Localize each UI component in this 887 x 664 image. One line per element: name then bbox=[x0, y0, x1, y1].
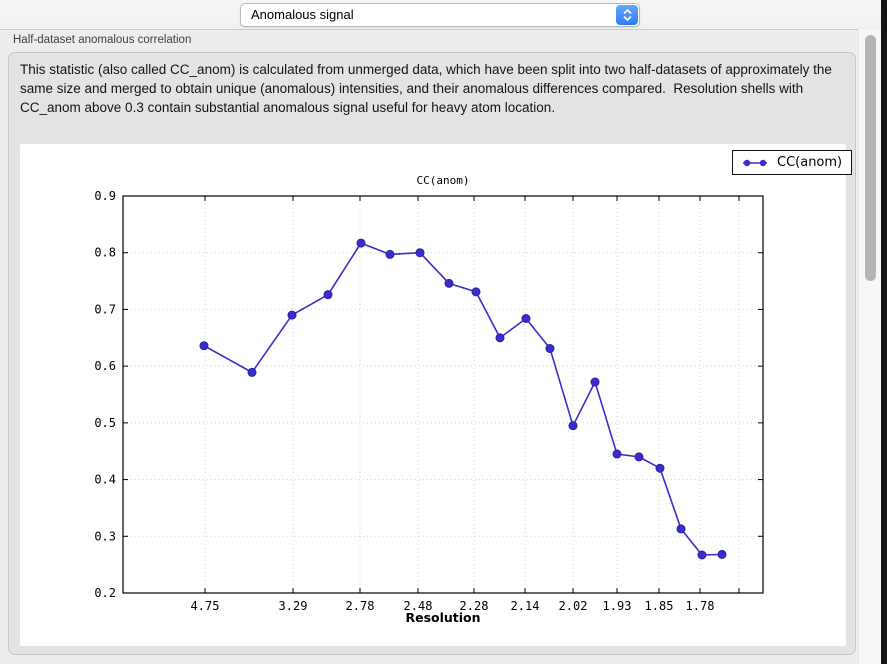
x-tick-label: 2.48 bbox=[404, 599, 433, 613]
data-point bbox=[590, 377, 600, 387]
y-tick-label: 0.3 bbox=[94, 529, 116, 543]
screen-edge-strip bbox=[881, 0, 887, 664]
data-point bbox=[676, 524, 686, 534]
data-point bbox=[634, 452, 644, 462]
y-tick-label: 0.4 bbox=[94, 473, 116, 487]
x-tick-label: 1.78 bbox=[686, 599, 715, 613]
y-tick-label: 0.2 bbox=[94, 586, 116, 600]
y-tick-label: 0.9 bbox=[94, 189, 116, 203]
plot-title: CC(anom) bbox=[416, 174, 470, 187]
cc-anom-plot: 0.9 0.8 0.7 0.6 0.5 0.4 0.3 0.2 4.75 3.29 2.78 2.48… bbox=[94, 189, 764, 613]
axes-frame bbox=[122, 195, 764, 594]
plot-select-value: Anomalous signal bbox=[251, 7, 354, 22]
y-tick-label: 0.7 bbox=[94, 302, 116, 316]
data-point bbox=[655, 463, 665, 473]
data-point bbox=[612, 449, 622, 459]
data-point bbox=[471, 287, 481, 297]
data-point bbox=[323, 290, 333, 300]
scrollbar-thumb[interactable] bbox=[865, 35, 876, 281]
x-tick-label: 2.78 bbox=[346, 599, 375, 613]
figure-canvas: CC(anom) CC(anom) 0.9 0.8 0.7 0.6 0.5 0.4 0.3 0… bbox=[20, 144, 853, 646]
description-text: This statistic (also called CC_anom) is … bbox=[20, 62, 836, 115]
x-tick-label: 2.02 bbox=[559, 599, 588, 613]
x-tick-label: 2.14 bbox=[511, 599, 540, 613]
x-axis-label: Resolution bbox=[405, 610, 481, 625]
x-tick-label: 3.29 bbox=[279, 599, 308, 613]
x-tick-label: 4.75 bbox=[191, 599, 220, 613]
y-tick-label: 0.8 bbox=[94, 246, 116, 260]
plot-select-dropdown[interactable]: Anomalous signal bbox=[240, 3, 640, 27]
legend-entry: CC(anom) bbox=[777, 155, 843, 170]
data-point bbox=[521, 314, 531, 324]
data-point bbox=[444, 278, 454, 288]
data-point bbox=[545, 344, 555, 354]
scrollbar-track[interactable] bbox=[858, 29, 881, 664]
data-point bbox=[385, 249, 395, 259]
y-tick-label: 0.6 bbox=[94, 359, 116, 373]
data-point bbox=[199, 341, 209, 351]
plot-panel: This statistic (also called CC_anom) is … bbox=[8, 52, 856, 655]
dropdown-stepper-icon bbox=[616, 5, 638, 25]
data-point bbox=[247, 367, 257, 377]
legend-box: CC(anom) bbox=[732, 150, 853, 175]
data-point bbox=[287, 310, 297, 320]
data-point bbox=[717, 549, 727, 559]
data-point bbox=[415, 248, 425, 258]
legend-marker-icon bbox=[743, 159, 767, 166]
section-title: Half-dataset anomalous correlation bbox=[13, 34, 192, 46]
series-line bbox=[203, 242, 723, 556]
data-point bbox=[697, 550, 707, 560]
x-tick-label: 1.93 bbox=[603, 599, 632, 613]
data-point bbox=[495, 333, 505, 343]
data-point bbox=[568, 421, 578, 431]
x-tick-label: 1.85 bbox=[645, 599, 674, 613]
toolbar: Anomalous signal bbox=[0, 0, 881, 30]
y-tick-label: 0.5 bbox=[94, 416, 116, 430]
x-tick-label: 2.28 bbox=[460, 599, 489, 613]
data-point bbox=[356, 238, 366, 248]
